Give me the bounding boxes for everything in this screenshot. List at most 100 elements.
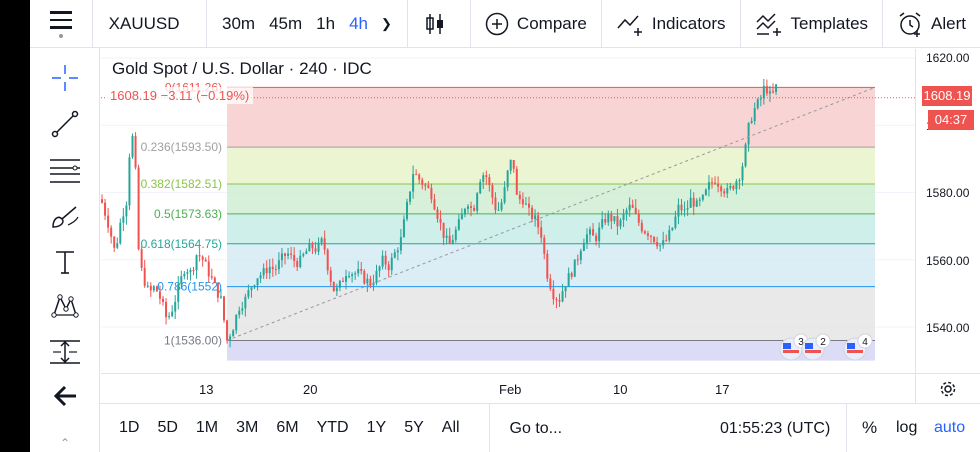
interval-4h[interactable]: 4h: [349, 13, 369, 33]
candle-body: [213, 277, 216, 283]
candle-body: [613, 216, 616, 222]
range-1m[interactable]: 1M: [195, 419, 219, 436]
back-button[interactable]: [47, 378, 83, 414]
candle-body: [244, 296, 247, 309]
range-6m[interactable]: 6M: [276, 419, 299, 436]
candle-body: [567, 273, 570, 287]
candle-body: [576, 259, 579, 261]
indicators-button[interactable]: Indicators: [602, 0, 741, 48]
measure-tool[interactable]: [47, 334, 83, 370]
price-tick: 1540.00: [926, 321, 970, 335]
range-5y[interactable]: 5Y: [404, 419, 424, 436]
event-count-badge: [815, 333, 831, 349]
candle-body: [448, 235, 451, 244]
text-tool[interactable]: [47, 244, 83, 280]
interval-30m[interactable]: 30m: [222, 13, 256, 33]
event-count-text: 2: [820, 337, 826, 348]
chart-settings-button[interactable]: [915, 373, 980, 403]
candle-body: [558, 299, 561, 302]
candle-body: [521, 199, 524, 205]
range-1d[interactable]: 1D: [119, 419, 140, 436]
pattern-icon: [51, 294, 79, 318]
candle-body: [753, 108, 756, 121]
candle-body: [271, 266, 274, 270]
percent-scale-toggle[interactable]: %: [862, 418, 878, 437]
time-tick: 13: [199, 382, 214, 397]
templates-label: Templates: [790, 13, 869, 33]
log-scale-toggle[interactable]: log: [896, 419, 918, 436]
candle-body: [482, 175, 485, 182]
chart-type-button[interactable]: [408, 0, 471, 48]
candle-body: [506, 170, 509, 188]
go-to-date-button[interactable]: Go to...: [488, 403, 562, 452]
candle-body: [668, 230, 671, 241]
candle-body: [216, 282, 219, 298]
candle-body: [280, 253, 283, 261]
candle-body: [128, 157, 131, 206]
candle-body: [274, 269, 277, 271]
candle-body: [467, 206, 469, 209]
candle-body: [646, 233, 649, 236]
candle-body: [515, 168, 518, 195]
candle-body: [707, 182, 710, 190]
candle-body: [497, 209, 500, 211]
chart-canvas[interactable]: 0(1611.26)0.236(1593.50)0.382(1582.51)0.…: [101, 49, 915, 373]
pattern-tool[interactable]: [47, 288, 83, 324]
candle-body: [595, 235, 598, 242]
range-5d[interactable]: 5D: [157, 419, 178, 436]
candle-body: [598, 227, 601, 242]
fib-level-label: 0.5(1573.63): [154, 207, 222, 221]
range-3m[interactable]: 3M: [236, 419, 259, 436]
symbol-search-button[interactable]: XAUUSD: [93, 0, 208, 48]
candle-body: [146, 285, 149, 287]
candle-body: [174, 301, 177, 312]
brush-tool[interactable]: [47, 198, 83, 234]
interval-1h[interactable]: 1h: [316, 13, 336, 33]
arrow-left-icon: [53, 385, 76, 407]
candle-body: [714, 182, 717, 184]
crosshair-tool[interactable]: [47, 60, 83, 96]
candle-body: [604, 219, 607, 223]
candle-body: [762, 85, 765, 99]
trendline-tool[interactable]: [47, 106, 83, 142]
interval-45m[interactable]: 45m: [269, 13, 303, 33]
candle-body: [180, 276, 183, 285]
fib-band: [227, 87, 875, 148]
candle-body: [412, 174, 415, 192]
time-axis[interactable]: 13 20 Feb 10 17: [101, 373, 915, 403]
candle-body: [424, 184, 427, 186]
candle-body: [296, 260, 299, 267]
candle-body: [372, 282, 375, 286]
price-tick: 1560.00: [926, 254, 970, 268]
range-1y[interactable]: 1Y: [366, 419, 387, 436]
candle-body: [442, 222, 445, 238]
compare-button[interactable]: Compare: [471, 0, 602, 48]
candle-body: [241, 308, 244, 311]
auto-scale-toggle[interactable]: auto: [934, 419, 966, 436]
event-marker: 4: [843, 333, 873, 361]
candle-body: [152, 286, 155, 291]
chevron-down-icon[interactable]: ❯: [381, 15, 392, 31]
candle-body: [305, 251, 308, 254]
candle-body: [235, 314, 238, 331]
fib-retracement-tool[interactable]: [47, 152, 83, 188]
candle-body: [137, 167, 140, 250]
candle-body: [238, 310, 241, 315]
candle-body: [628, 204, 631, 211]
templates-button[interactable]: Templates: [741, 0, 884, 48]
chart-pane[interactable]: 0(1611.26)0.236(1593.50)0.382(1582.51)0.…: [101, 49, 915, 373]
candle-body: [524, 203, 527, 205]
candle-body: [143, 267, 146, 286]
candle-body: [653, 236, 656, 242]
range-ytd[interactable]: YTD: [316, 419, 349, 436]
candle-body: [210, 276, 213, 278]
candle-body: [692, 197, 695, 207]
candle-body: [589, 229, 591, 235]
timezone-clock[interactable]: 01:55:23 (UTC): [720, 404, 848, 452]
chevron-up-icon[interactable]: ⌃: [60, 436, 71, 450]
candle-body: [433, 199, 436, 210]
candle-body: [729, 185, 732, 188]
range-all[interactable]: All: [441, 419, 460, 436]
menu-button[interactable]: [30, 0, 93, 48]
alert-button[interactable]: Alert: [883, 0, 980, 48]
